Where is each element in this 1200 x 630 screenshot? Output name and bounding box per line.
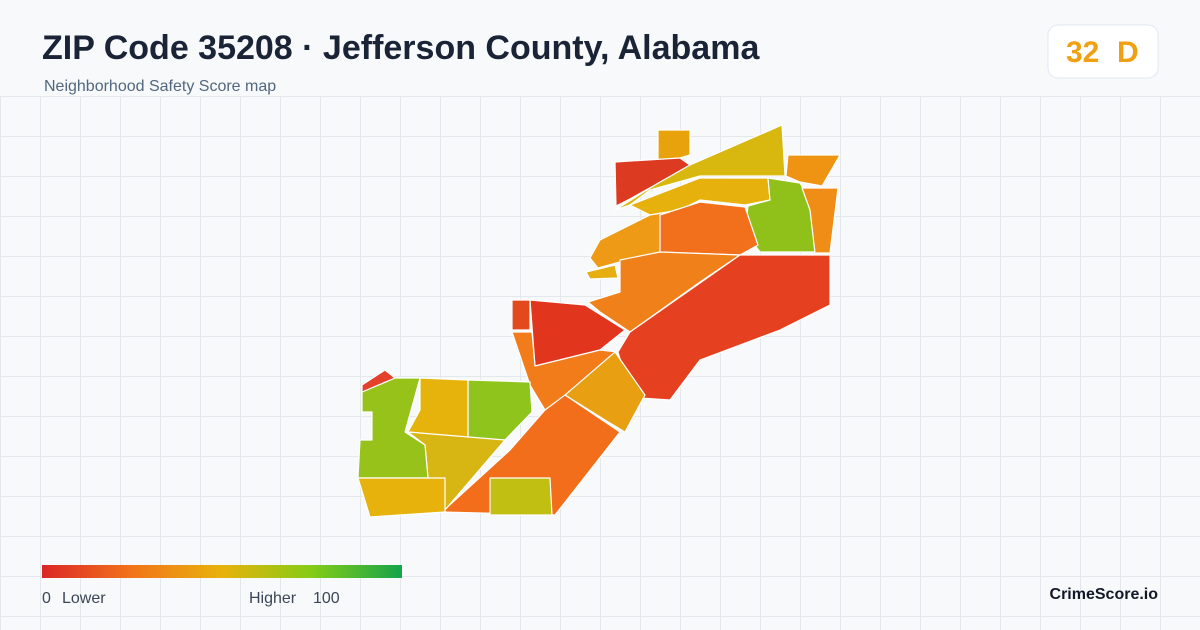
- region: [564, 351, 646, 433]
- brand: CrimeScore.io: [1050, 586, 1159, 603]
- score-value: 32: [1066, 36, 1099, 69]
- region: [801, 187, 839, 254]
- region: [511, 299, 531, 331]
- region: [659, 201, 759, 256]
- region: [361, 369, 396, 393]
- legend-max-label: Higher: [249, 590, 297, 607]
- region: [357, 477, 446, 518]
- region: [489, 477, 553, 516]
- legend-min-label: Lower: [62, 590, 106, 607]
- legend-gradient: [42, 565, 402, 578]
- region: [785, 154, 841, 187]
- score-grade: D: [1117, 36, 1139, 69]
- subtitle: Neighborhood Safety Score map: [44, 78, 276, 95]
- legend-min: 0: [42, 590, 51, 607]
- zip-regions: [357, 124, 841, 518]
- region: [467, 379, 533, 441]
- title: ZIP Code 35208 · Jefferson County, Alaba…: [42, 29, 760, 67]
- legend-max: 100: [313, 590, 340, 607]
- region: [657, 129, 691, 161]
- region: [585, 264, 619, 280]
- score-badge: [1047, 24, 1159, 79]
- region: [614, 124, 786, 211]
- region: [511, 331, 619, 411]
- region: [441, 394, 621, 516]
